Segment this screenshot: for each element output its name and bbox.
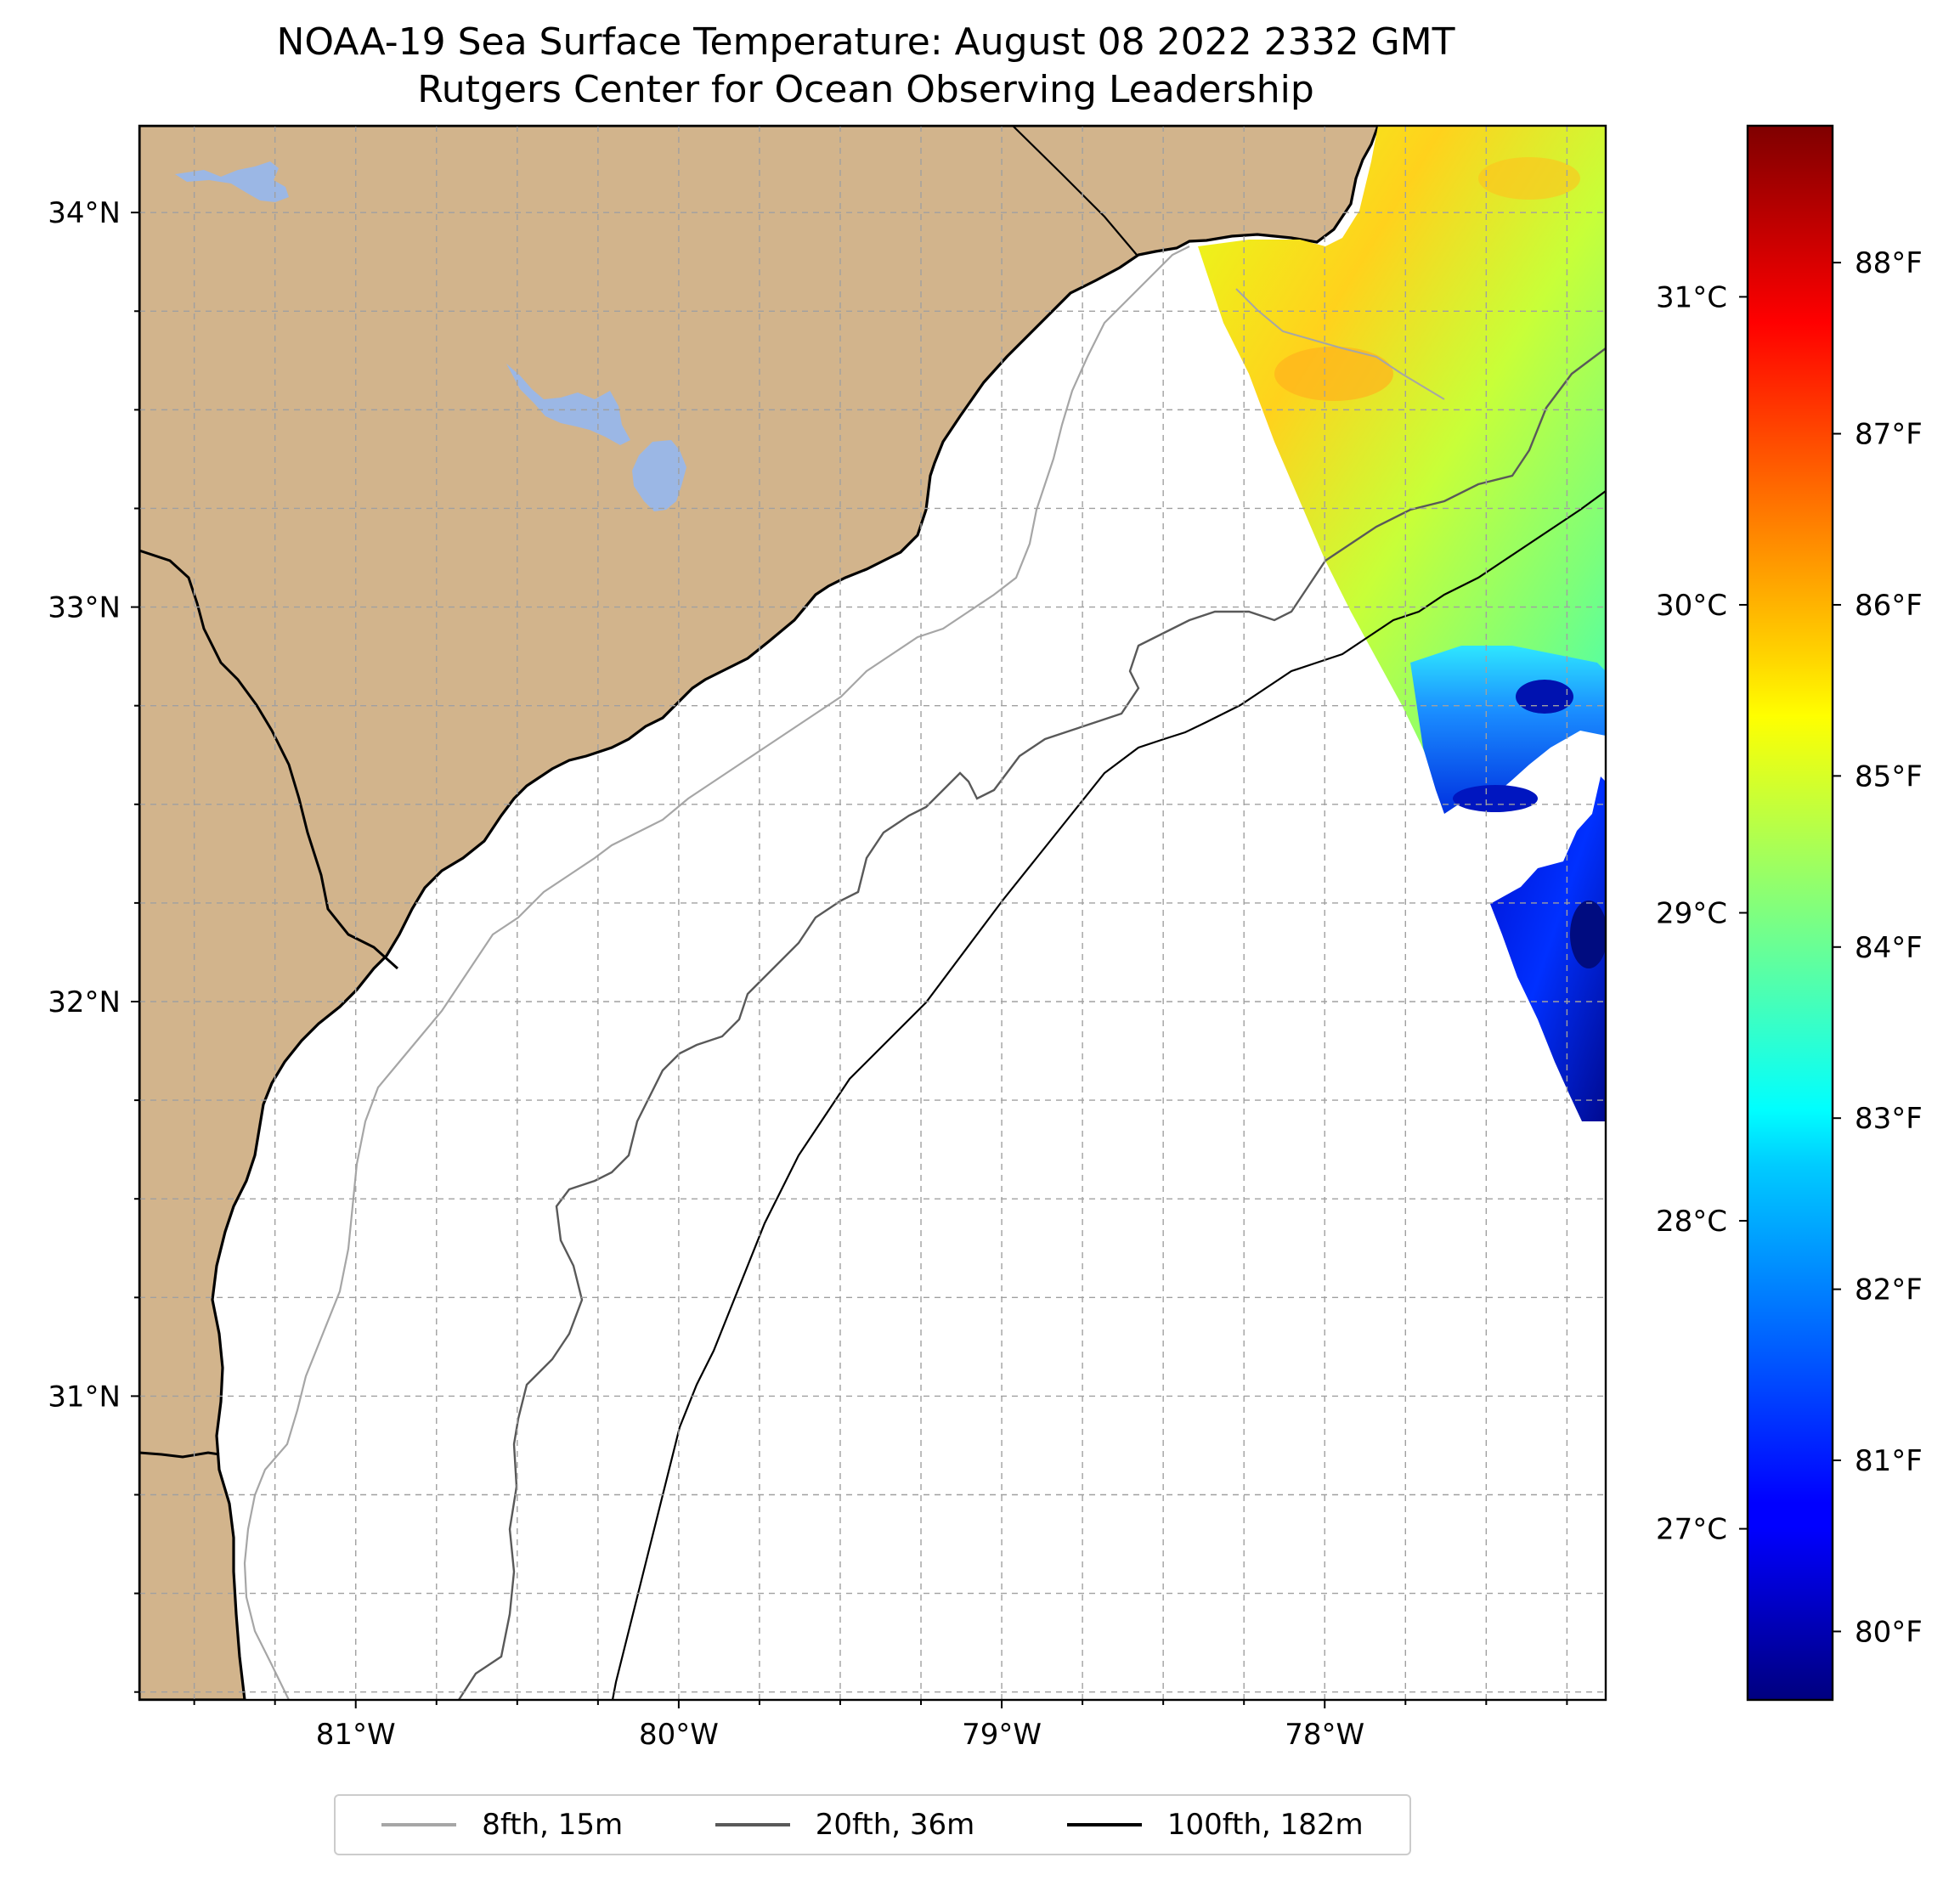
graticule: [139, 126, 1606, 1700]
colorbar-c-label: 28°C: [1656, 1205, 1727, 1239]
sst-warm-patch: [1274, 347, 1393, 401]
legend-label: 20fth, 36m: [815, 1808, 975, 1842]
isobath-8fth-outer: [1235, 288, 1445, 400]
lat-tick-label: 31°N: [48, 1380, 121, 1414]
colorbar-c-label: 31°C: [1656, 280, 1727, 314]
legend-line-icon: [715, 1823, 790, 1826]
colorbar-f-label: 88°F: [1855, 246, 1923, 280]
lake-moultrie: [632, 440, 686, 511]
colorbar-c-label: 30°C: [1656, 589, 1727, 623]
colorbar-c-label: 27°C: [1656, 1513, 1727, 1547]
colorbar-c-label: 29°C: [1656, 897, 1727, 931]
legend-item-20fth: 20fth, 36m: [715, 1808, 975, 1842]
isobath-20fth: [457, 347, 1606, 1700]
lat-tick-label: 33°N: [48, 591, 121, 625]
figure-subtitle: Rutgers Center for Ocean Observing Leade…: [417, 68, 1314, 111]
figure-title: NOAA-19 Sea Surface Temperature: August …: [277, 20, 1455, 64]
lon-tick-label: 80°W: [639, 1718, 719, 1752]
legend-line-icon: [1066, 1823, 1142, 1826]
sst-warm-patch: [1478, 157, 1580, 200]
legend-line-icon: [381, 1823, 457, 1826]
land: [139, 126, 1380, 1700]
colorbar-f-label: 87°F: [1855, 418, 1923, 452]
lake-upper: [175, 161, 289, 202]
lon-tick-label: 79°W: [962, 1718, 1042, 1752]
lon-axis: 81°W 80°W 79°W 78°W: [193, 1700, 1568, 1752]
sst-cold-patch: [1570, 900, 1606, 968]
colorbar-f-label: 83°F: [1855, 1102, 1923, 1136]
legend-item-8fth: 8fth, 15m: [381, 1808, 623, 1842]
isobath-8fth: [243, 246, 1190, 1700]
sst-cold-patch: [1516, 680, 1573, 714]
colorbar-f-label: 84°F: [1855, 931, 1923, 965]
legend-label: 100fth, 182m: [1166, 1808, 1364, 1842]
lon-tick-label: 81°W: [316, 1718, 396, 1752]
colorbar-f-label: 80°F: [1855, 1615, 1923, 1649]
colorbar-f-label: 82°F: [1855, 1273, 1923, 1307]
lon-tick-label: 78°W: [1285, 1718, 1364, 1752]
legend-item-100fth: 100fth, 182m: [1066, 1808, 1364, 1842]
state-boundary: [1012, 126, 1138, 256]
state-boundary-fl: [139, 1451, 220, 1459]
legend: 8fth, 15m 20fth, 36m 100fth, 182m: [334, 1794, 1411, 1855]
sst-cold-patch: [1453, 785, 1538, 812]
sst-swath-cold: [1490, 776, 1606, 1121]
colorbar[interactable]: [1746, 124, 1834, 1702]
colorbar-celsius-axis: 31°C 30°C 29°C 28°C 27°C: [1656, 280, 1748, 1547]
colorbar-f-label: 81°F: [1855, 1444, 1923, 1478]
lake-marion: [506, 364, 630, 445]
map-frame: [138, 124, 1607, 1702]
lat-axis: 34°N 33°N 32°N 31°N: [48, 196, 139, 1693]
map-area[interactable]: [139, 126, 1607, 1700]
isobath-100fth: [611, 490, 1606, 1700]
colorbar-f-label: 86°F: [1855, 589, 1923, 623]
lat-tick-label: 32°N: [48, 985, 121, 1019]
legend-label: 8fth, 15m: [482, 1808, 624, 1842]
sst-swath-warm: [1198, 126, 1606, 803]
colorbar-fahrenheit-axis: 88°F 87°F 86°F 85°F 84°F 83°F 82°F 81°F 80°F: [1833, 246, 1923, 1649]
lat-tick-label: 34°N: [48, 196, 121, 230]
colorbar-f-label: 85°F: [1855, 759, 1923, 793]
